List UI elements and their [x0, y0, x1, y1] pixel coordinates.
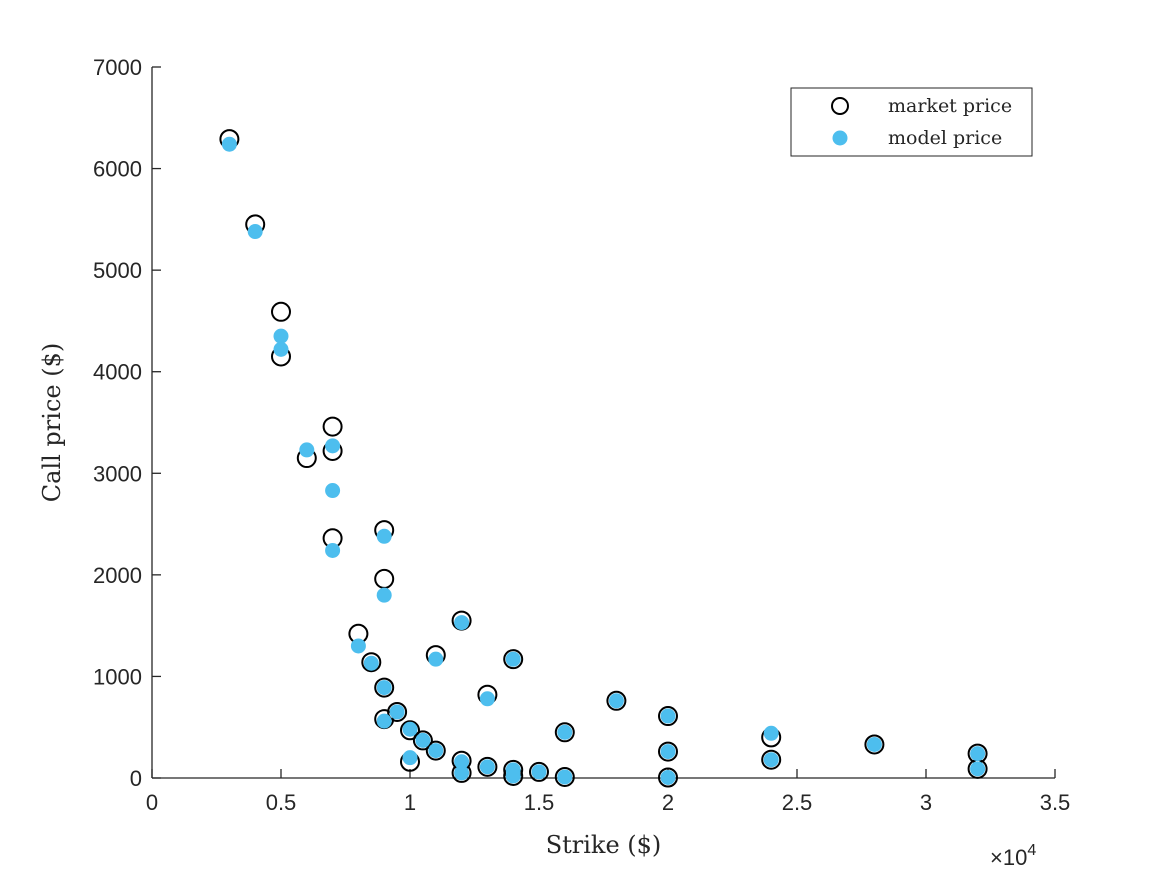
x-tick-label: 3.5 [1040, 790, 1071, 815]
x-tick-label: 0.5 [266, 790, 297, 815]
x-axis-exponent-base: ×10 [990, 845, 1027, 870]
x-tick-label: 1.5 [524, 790, 555, 815]
y-axis-label: Call price ($) [38, 343, 66, 502]
x-ticks: 0 0.5 1 1.5 2 2.5 3 3.5 [146, 769, 1070, 815]
model-price-point [660, 769, 676, 785]
model-price-point [325, 542, 341, 558]
y-tick-label: 7000 [93, 55, 142, 80]
model-price-point [273, 341, 289, 357]
legend-label-model-price: model price [888, 127, 1002, 149]
model-price-point [505, 768, 521, 784]
market-price-point [529, 761, 549, 782]
market-price-point [503, 649, 524, 670]
y-tick-label: 3000 [93, 461, 142, 486]
market-price-point [658, 767, 678, 788]
market-price-point [864, 734, 885, 755]
model-price-point [970, 746, 986, 762]
market-price-point [477, 756, 498, 777]
model-price-point [363, 655, 379, 671]
model-price-point [479, 691, 495, 707]
legend: market price model price [790, 87, 1033, 157]
legend-label-market-price: market price [888, 95, 1012, 117]
x-tick-label: 0 [146, 790, 158, 815]
model-price-point [389, 704, 405, 720]
model-price-point [428, 743, 444, 759]
model-price-point [557, 769, 573, 785]
market-price-point [425, 740, 446, 761]
model-price-point [531, 764, 547, 780]
model-price-point [376, 680, 392, 696]
x-axis-exponent-power: 4 [1027, 842, 1036, 859]
x-axis-exponent: ×104 [990, 842, 1036, 870]
data-points [219, 129, 988, 788]
market-price-point [606, 690, 627, 711]
market-price-point [658, 706, 678, 727]
model-price-point [273, 328, 289, 344]
market-price-point [387, 701, 408, 722]
y-tick-label: 4000 [93, 360, 142, 385]
model-price-point [350, 638, 366, 654]
model-price-point [402, 750, 418, 766]
model-price-point [221, 136, 237, 152]
x-axis-label: Strike ($) [546, 831, 662, 859]
model-price-point [660, 708, 676, 724]
market-price-point [374, 568, 395, 589]
model-price-point [325, 483, 341, 499]
model-price-point [428, 651, 444, 667]
axes [151, 67, 1055, 779]
y-tick-label: 6000 [93, 157, 142, 182]
model-price-point [505, 651, 521, 667]
market-price-point [361, 652, 382, 673]
market-price-point [271, 301, 291, 322]
model-price-point [608, 693, 624, 709]
model-price-point [763, 752, 779, 768]
y-tick-label: 2000 [93, 563, 142, 588]
x-tick-label: 1 [404, 790, 416, 815]
market-price-point [412, 730, 433, 751]
x-tick-label: 2.5 [782, 790, 813, 815]
x-tick-label: 2 [662, 790, 674, 815]
market-price-point [658, 741, 678, 762]
legend-marker-market-price [831, 97, 849, 115]
model-price-point [415, 732, 431, 748]
y-tick-label: 5000 [93, 258, 142, 283]
model-price-point [970, 761, 986, 777]
model-price-point [763, 725, 779, 741]
model-price-point [454, 615, 470, 631]
y-ticks: 0 1000 2000 3000 4000 5000 6000 7000 [93, 55, 161, 791]
market-price-point [761, 749, 782, 770]
model-price-point [454, 754, 470, 770]
y-tick-label: 0 [130, 766, 142, 791]
model-price-point [325, 438, 341, 454]
model-price-point [299, 442, 315, 458]
model-price-point [376, 587, 392, 603]
legend-box [790, 87, 1033, 157]
x-tick-label: 3 [920, 790, 932, 815]
model-price-point [479, 759, 495, 775]
model-price-point [402, 721, 418, 737]
model-price-point [376, 713, 392, 729]
model-price-point [376, 528, 392, 544]
market-price-point [554, 722, 575, 743]
y-tick-label: 1000 [93, 664, 142, 689]
model-price-point [866, 736, 882, 752]
legend-marker-model-price [832, 130, 848, 146]
market-price-point [374, 677, 395, 698]
model-price-point [247, 224, 263, 240]
market-price-point [322, 416, 343, 437]
model-price-point [660, 744, 676, 760]
model-price-point [557, 724, 573, 740]
market-price-point [554, 766, 575, 787]
market-price-point [400, 720, 420, 741]
model-price-point [454, 765, 470, 781]
